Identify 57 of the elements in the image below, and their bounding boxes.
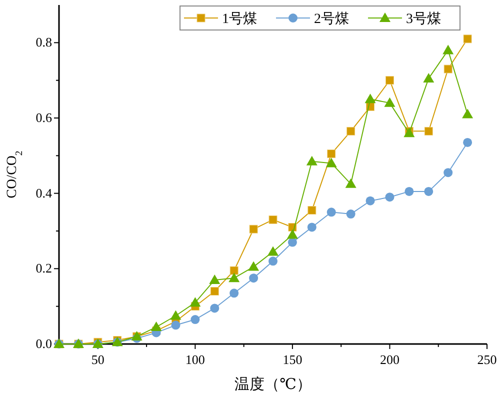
point xyxy=(308,206,316,215)
point xyxy=(306,156,318,166)
x-tick-label: 50 xyxy=(91,352,104,367)
x-tick-label: 150 xyxy=(282,352,302,367)
point xyxy=(327,150,336,158)
point xyxy=(366,196,375,206)
point xyxy=(423,72,434,82)
point xyxy=(326,208,336,217)
y-tick-label: 0.2 xyxy=(36,260,52,276)
point xyxy=(384,97,396,107)
point xyxy=(209,274,220,284)
point xyxy=(326,158,337,168)
point xyxy=(230,266,238,275)
point xyxy=(170,310,182,320)
legend-label: 1号煤 xyxy=(222,11,257,27)
point xyxy=(210,287,219,296)
y-tick-label: 0.6 xyxy=(36,110,52,125)
point xyxy=(150,322,162,332)
point xyxy=(346,210,356,219)
point xyxy=(286,229,298,239)
y-tick-label: 0.8 xyxy=(36,34,52,50)
point xyxy=(230,288,239,298)
point xyxy=(288,238,297,247)
point xyxy=(364,94,376,104)
point xyxy=(424,186,434,196)
point xyxy=(171,320,180,330)
point xyxy=(307,222,316,232)
point xyxy=(345,178,356,188)
point xyxy=(190,297,201,307)
point xyxy=(385,76,394,85)
point xyxy=(385,192,394,202)
point xyxy=(268,215,278,224)
point xyxy=(404,186,414,196)
point xyxy=(346,126,356,136)
point xyxy=(249,274,258,283)
point xyxy=(228,272,240,282)
point xyxy=(248,261,260,271)
point xyxy=(442,44,454,54)
point xyxy=(463,138,472,147)
point xyxy=(268,246,278,256)
legend-label: 3号煤 xyxy=(406,11,441,27)
point xyxy=(249,224,258,234)
legend-label: 2号煤 xyxy=(314,11,349,27)
y-tick-label: 0.0 xyxy=(36,336,52,351)
point xyxy=(444,168,453,178)
point xyxy=(424,126,433,136)
y-tick-label: 0.4 xyxy=(36,185,52,200)
point xyxy=(444,64,452,74)
point xyxy=(462,108,474,118)
point xyxy=(463,34,472,44)
x-axis-title: 温度（℃） xyxy=(234,376,312,393)
x-tick-label: 200 xyxy=(380,352,400,367)
point xyxy=(210,304,220,313)
point xyxy=(190,315,200,324)
x-tick-label: 250 xyxy=(477,352,497,367)
x-tick-label: 100 xyxy=(185,352,205,367)
point xyxy=(268,256,278,266)
